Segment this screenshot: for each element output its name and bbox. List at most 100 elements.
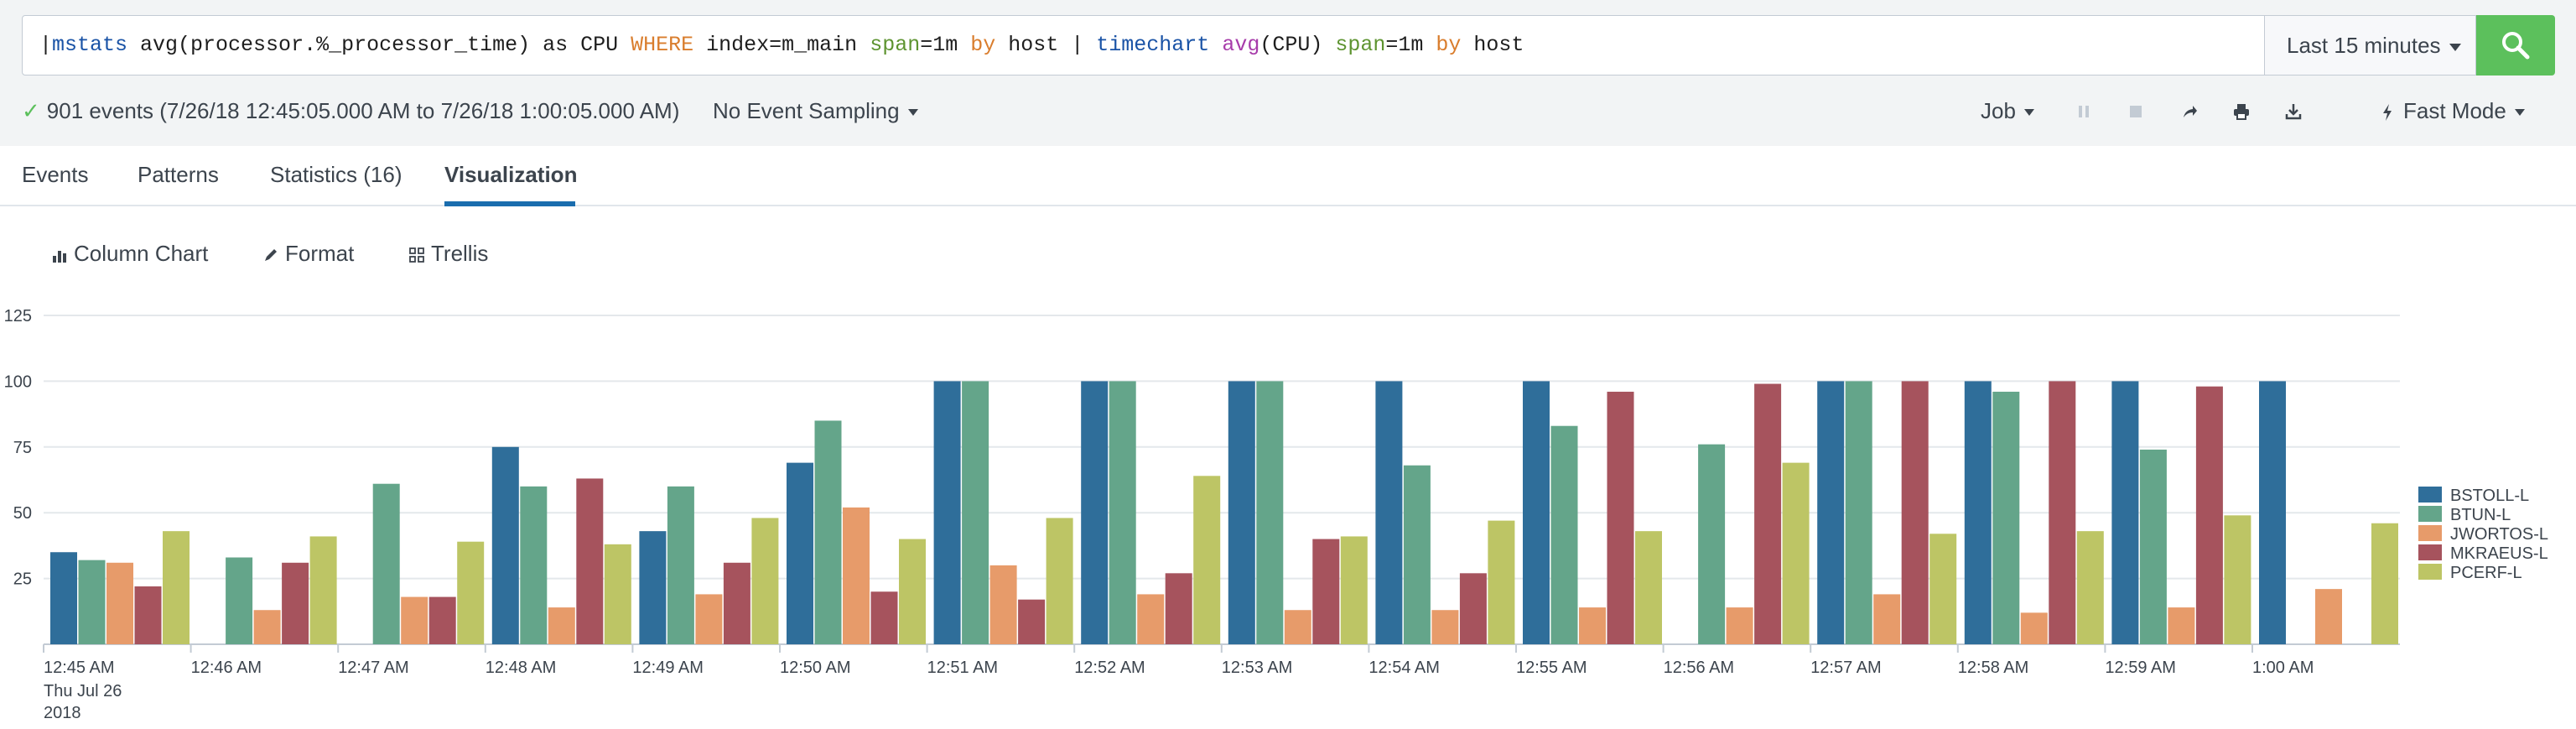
bar-btun-l[interactable]	[520, 486, 548, 644]
bar-mkraeus-l[interactable]	[1312, 539, 1340, 644]
tab-patterns[interactable]: Patterns	[138, 162, 219, 187]
bar-bstoll-l[interactable]	[639, 531, 667, 644]
bar-mkraeus-l[interactable]	[428, 596, 456, 644]
bar-jwortos-l[interactable]	[106, 562, 133, 644]
bar-btun-l[interactable]	[2139, 449, 2167, 644]
bar-btun-l[interactable]	[1550, 425, 1578, 644]
search-mode-menu[interactable]: Fast Mode	[2381, 94, 2525, 128]
bar-mkraeus-l[interactable]	[576, 478, 604, 644]
chart-type-button[interactable]: Column Chart	[52, 237, 208, 270]
bar-pcerf-l[interactable]	[2371, 523, 2398, 644]
bar-btun-l[interactable]	[1992, 391, 2020, 644]
bar-mkraeus-l[interactable]	[282, 562, 309, 644]
bar-pcerf-l[interactable]	[899, 539, 926, 644]
legend-item-bstoll-l[interactable]: BSTOLL-L	[2450, 487, 2529, 505]
bar-jwortos-l[interactable]	[548, 607, 575, 644]
search-input[interactable]: |mstats avg(processor.%_processor_time) …	[22, 15, 2265, 76]
bar-btun-l[interactable]	[1845, 381, 1872, 644]
bar-btun-l[interactable]	[1698, 444, 1726, 644]
trellis-button[interactable]: Trellis	[409, 237, 488, 270]
bar-jwortos-l[interactable]	[2020, 612, 2048, 644]
bar-pcerf-l[interactable]	[1635, 531, 1662, 644]
bar-pcerf-l[interactable]	[751, 518, 779, 644]
bar-bstoll-l[interactable]	[1964, 381, 1992, 644]
bar-btun-l[interactable]	[78, 560, 106, 644]
bar-btun-l[interactable]	[1403, 465, 1431, 644]
bar-btun-l[interactable]	[962, 381, 989, 644]
bar-pcerf-l[interactable]	[1782, 462, 1810, 644]
pause-icon[interactable]	[2075, 102, 2093, 121]
bar-bstoll-l[interactable]	[1228, 381, 1255, 644]
stop-icon[interactable]	[2127, 102, 2145, 121]
bar-jwortos-l[interactable]	[843, 507, 870, 644]
job-menu[interactable]: Job	[1981, 94, 2034, 128]
tab-events[interactable]: Events	[22, 162, 89, 187]
bar-mkraeus-l[interactable]	[134, 586, 162, 644]
bar-mkraeus-l[interactable]	[2049, 381, 2076, 644]
bar-bstoll-l[interactable]	[1523, 381, 1550, 644]
bar-jwortos-l[interactable]	[253, 610, 281, 644]
bar-jwortos-l[interactable]	[1726, 607, 1753, 644]
bar-jwortos-l[interactable]	[989, 565, 1017, 644]
bar-bstoll-l[interactable]	[491, 446, 519, 644]
bar-mkraeus-l[interactable]	[723, 562, 750, 644]
bar-pcerf-l[interactable]	[1929, 534, 1957, 644]
bar-bstoll-l[interactable]	[2259, 381, 2286, 644]
bar-bstoll-l[interactable]	[933, 381, 961, 644]
bar-jwortos-l[interactable]	[1431, 610, 1459, 644]
bar-btun-l[interactable]	[1109, 381, 1136, 644]
bar-pcerf-l[interactable]	[1488, 520, 1515, 644]
legend-item-mkraeus-l[interactable]: MKRAEUS-L	[2450, 544, 2548, 563]
bar-jwortos-l[interactable]	[2168, 607, 2195, 644]
bar-mkraeus-l[interactable]	[1165, 573, 1192, 644]
bar-bstoll-l[interactable]	[1817, 381, 1845, 644]
bar-pcerf-l[interactable]	[163, 531, 190, 644]
legend-item-btun-l[interactable]: BTUN-L	[2450, 506, 2511, 524]
export-icon[interactable]	[2284, 102, 2303, 121]
search-button[interactable]	[2476, 15, 2555, 76]
bar-jwortos-l[interactable]	[695, 594, 723, 644]
bar-pcerf-l[interactable]	[1340, 536, 1368, 644]
bar-bstoll-l[interactable]	[787, 462, 813, 644]
share-icon[interactable]	[2180, 102, 2199, 121]
bar-btun-l[interactable]	[372, 483, 400, 644]
bar-jwortos-l[interactable]	[2315, 589, 2342, 644]
bar-jwortos-l[interactable]	[1137, 594, 1165, 644]
bar-mkraeus-l[interactable]	[1459, 573, 1487, 644]
legend-item-pcerf-l[interactable]: PCERF-L	[2450, 564, 2522, 582]
format-button[interactable]: Format	[263, 237, 354, 270]
bar-mkraeus-l[interactable]	[2195, 386, 2223, 644]
bar-jwortos-l[interactable]	[1579, 607, 1606, 644]
bar-btun-l[interactable]	[1256, 381, 1284, 644]
bar-bstoll-l[interactable]	[1375, 381, 1403, 644]
chevron-down-icon	[2449, 43, 2461, 51]
bar-mkraeus-l[interactable]	[870, 591, 898, 644]
bar-pcerf-l[interactable]	[604, 544, 631, 644]
bar-pcerf-l[interactable]	[1193, 476, 1221, 644]
print-icon[interactable]	[2232, 102, 2251, 121]
bar-jwortos-l[interactable]	[1284, 610, 1311, 644]
bar-bstoll-l[interactable]	[50, 552, 77, 644]
bar-btun-l[interactable]	[667, 486, 694, 644]
bar-pcerf-l[interactable]	[457, 541, 485, 644]
event-sampling-menu[interactable]: No Event Sampling	[713, 94, 918, 128]
bar-pcerf-l[interactable]	[2224, 515, 2251, 644]
bar-bstoll-l[interactable]	[1081, 381, 1109, 644]
bar-jwortos-l[interactable]	[1873, 594, 1901, 644]
bar-btun-l[interactable]	[814, 420, 842, 644]
bar-pcerf-l[interactable]	[309, 536, 337, 644]
legend-item-jwortos-l[interactable]: JWORTOS-L	[2450, 525, 2548, 544]
bar-mkraeus-l[interactable]	[1018, 599, 1046, 644]
bar-mkraeus-l[interactable]	[1754, 383, 1782, 644]
bar-pcerf-l[interactable]	[2076, 531, 2104, 644]
bar-jwortos-l[interactable]	[401, 596, 428, 644]
bar-pcerf-l[interactable]	[1046, 518, 1073, 644]
bar-mkraeus-l[interactable]	[1901, 381, 1929, 644]
tab-statistics[interactable]: Statistics (16)	[270, 162, 402, 187]
bar-mkraeus-l[interactable]	[1607, 391, 1634, 644]
bar-btun-l[interactable]	[226, 557, 253, 644]
time-range-picker[interactable]: Last 15 minutes	[2264, 15, 2476, 76]
bar-bstoll-l[interactable]	[2111, 381, 2139, 644]
tab-visualization[interactable]: Visualization	[444, 162, 578, 187]
search-query-text[interactable]: |mstats avg(processor.%_processor_time) …	[39, 16, 1524, 75]
